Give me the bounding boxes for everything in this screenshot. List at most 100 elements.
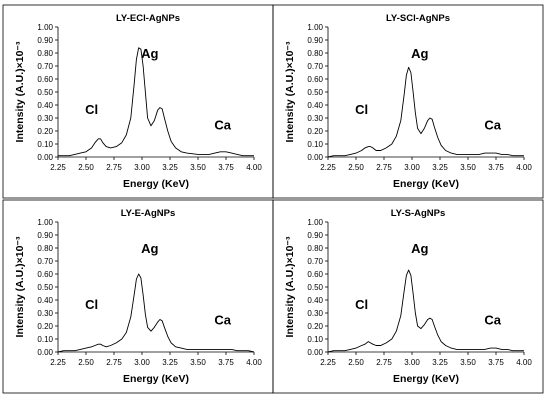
y-tick-label: 0.50 bbox=[37, 283, 53, 292]
y-tick-label: 0.10 bbox=[37, 140, 53, 149]
x-tick-label: 3.25 bbox=[432, 358, 448, 367]
x-tick-label: 2.25 bbox=[50, 358, 66, 367]
chart-panel-1: 0.00 0.10 0.20 0.30 0.40 0.50 0.60 0.70 0.80 0.90… bbox=[2, 4, 274, 199]
y-axis-title: Intensity (A.U.)×10⁻³ bbox=[284, 236, 296, 337]
spectrum-line bbox=[327, 66, 524, 158]
peak-label-cl: Cl bbox=[355, 297, 368, 312]
x-tick-label: 3.50 bbox=[460, 163, 476, 172]
y-tick-label: 0.50 bbox=[37, 88, 53, 97]
y-tick-label: 0.30 bbox=[307, 309, 323, 318]
x-tick-label: 2.75 bbox=[376, 358, 392, 367]
x-tick-label: 3.50 bbox=[460, 358, 476, 367]
y-tick-label: 1.00 bbox=[307, 218, 323, 227]
peak-label-ca: Ca bbox=[214, 118, 231, 133]
y-tick-label: 0.00 bbox=[307, 348, 323, 357]
y-tick-label: 0.90 bbox=[37, 231, 53, 240]
spectrum-line bbox=[327, 269, 524, 353]
y-axis-title: Intensity (A.U.)×10⁻³ bbox=[14, 41, 26, 142]
peak-label-ag: Ag bbox=[141, 241, 158, 256]
x-tick-label: 3.50 bbox=[190, 163, 206, 172]
spectrum-line bbox=[57, 273, 255, 353]
y-tick-label: 0.60 bbox=[307, 270, 323, 279]
y-tick-label: 0.60 bbox=[37, 75, 53, 84]
y-tick-label: 0.30 bbox=[37, 309, 53, 318]
x-tick-label: 2.50 bbox=[78, 163, 94, 172]
y-tick-label: 0.20 bbox=[307, 127, 323, 136]
y-tick-label: 0.60 bbox=[307, 75, 323, 84]
y-tick-label: 0.40 bbox=[37, 101, 53, 110]
y-tick-label: 1.00 bbox=[37, 23, 53, 32]
panel-title: LY-E-AgNPs bbox=[121, 208, 176, 219]
x-tick-label: 3.75 bbox=[218, 358, 234, 367]
y-tick-label: 0.70 bbox=[307, 257, 323, 266]
y-tick-label: 0.20 bbox=[37, 127, 53, 136]
x-tick-label: 2.50 bbox=[348, 163, 364, 172]
y-tick-label: 0.50 bbox=[307, 283, 323, 292]
peak-label-ca: Ca bbox=[484, 313, 501, 328]
x-tick-label: 3.00 bbox=[404, 163, 420, 172]
panel-frame bbox=[272, 4, 544, 199]
x-tick-label: 2.25 bbox=[320, 163, 336, 172]
y-tick-label: 0.00 bbox=[307, 153, 323, 162]
x-tick-label: 3.25 bbox=[432, 163, 448, 172]
x-tick-label: 3.00 bbox=[134, 358, 150, 367]
x-tick-label: 2.75 bbox=[376, 163, 392, 172]
y-tick-label: 0.20 bbox=[37, 322, 53, 331]
y-tick-label: 0.00 bbox=[37, 348, 53, 357]
x-tick-label: 3.75 bbox=[488, 163, 504, 172]
panel-frame bbox=[272, 199, 544, 394]
y-tick-label: 0.70 bbox=[307, 62, 323, 71]
y-tick-label: 0.10 bbox=[37, 335, 53, 344]
x-tick-label: 2.50 bbox=[348, 358, 364, 367]
y-tick-label: 0.90 bbox=[307, 36, 323, 45]
y-tick-label: 0.70 bbox=[37, 62, 53, 71]
x-tick-label: 3.75 bbox=[218, 163, 234, 172]
peak-label-cl: Cl bbox=[85, 297, 98, 312]
x-tick-label: 3.25 bbox=[162, 163, 178, 172]
chart-panel-3: 0.00 0.10 0.20 0.30 0.40 0.50 0.60 0.70 0.80 0.90… bbox=[2, 199, 274, 394]
y-tick-label: 0.40 bbox=[307, 101, 323, 110]
y-tick-label: 0.30 bbox=[307, 114, 323, 123]
x-tick-label: 3.00 bbox=[134, 163, 150, 172]
x-tick-label: 2.50 bbox=[78, 358, 94, 367]
peak-label-ca: Ca bbox=[214, 313, 231, 328]
y-tick-label: 0.10 bbox=[307, 335, 323, 344]
x-tick-label: 4.00 bbox=[516, 358, 532, 367]
panel-title: LY-ECl-AgNPs bbox=[116, 13, 180, 24]
y-tick-label: 0.90 bbox=[37, 36, 53, 45]
x-axis-title: Energy (KeV) bbox=[123, 178, 189, 190]
panel-title: LY-S-AgNPs bbox=[391, 208, 446, 219]
chart-panel-4: 0.00 0.10 0.20 0.30 0.40 0.50 0.60 0.70 0.80 0.90… bbox=[272, 199, 544, 394]
y-tick-label: 0.20 bbox=[307, 322, 323, 331]
x-tick-label: 2.25 bbox=[320, 358, 336, 367]
y-tick-label: 0.70 bbox=[37, 257, 53, 266]
y-tick-label: 0.60 bbox=[37, 270, 53, 279]
x-axis-title: Energy (KeV) bbox=[123, 373, 189, 385]
y-tick-label: 0.00 bbox=[37, 153, 53, 162]
peak-label-ca: Ca bbox=[484, 118, 501, 133]
x-tick-label: 4.00 bbox=[246, 358, 262, 367]
spectrum-line bbox=[58, 47, 254, 157]
y-tick-label: 0.80 bbox=[37, 244, 53, 253]
x-tick-label: 4.00 bbox=[246, 163, 262, 172]
x-axis-title: Energy (KeV) bbox=[393, 178, 459, 190]
x-tick-label: 3.50 bbox=[190, 358, 206, 367]
y-tick-label: 0.40 bbox=[307, 296, 323, 305]
y-tick-label: 1.00 bbox=[307, 23, 323, 32]
peak-label-ag: Ag bbox=[411, 241, 428, 256]
chart-panel-2: 0.00 0.10 0.20 0.30 0.40 0.50 0.60 0.70 0.80 0.90… bbox=[272, 4, 544, 199]
x-axis-title: Energy (KeV) bbox=[393, 373, 459, 385]
y-tick-label: 1.00 bbox=[37, 218, 53, 227]
peak-label-cl: Cl bbox=[85, 102, 98, 117]
panel-title: LY-SCl-AgNPs bbox=[386, 13, 450, 24]
peak-label-ag: Ag bbox=[411, 46, 428, 61]
y-tick-label: 0.50 bbox=[307, 88, 323, 97]
x-tick-label: 2.25 bbox=[50, 163, 66, 172]
y-tick-label: 0.80 bbox=[307, 49, 323, 58]
x-tick-label: 4.00 bbox=[516, 163, 532, 172]
y-tick-label: 0.80 bbox=[37, 49, 53, 58]
y-tick-label: 0.10 bbox=[307, 140, 323, 149]
x-tick-label: 3.25 bbox=[162, 358, 178, 367]
x-tick-label: 2.75 bbox=[106, 358, 122, 367]
